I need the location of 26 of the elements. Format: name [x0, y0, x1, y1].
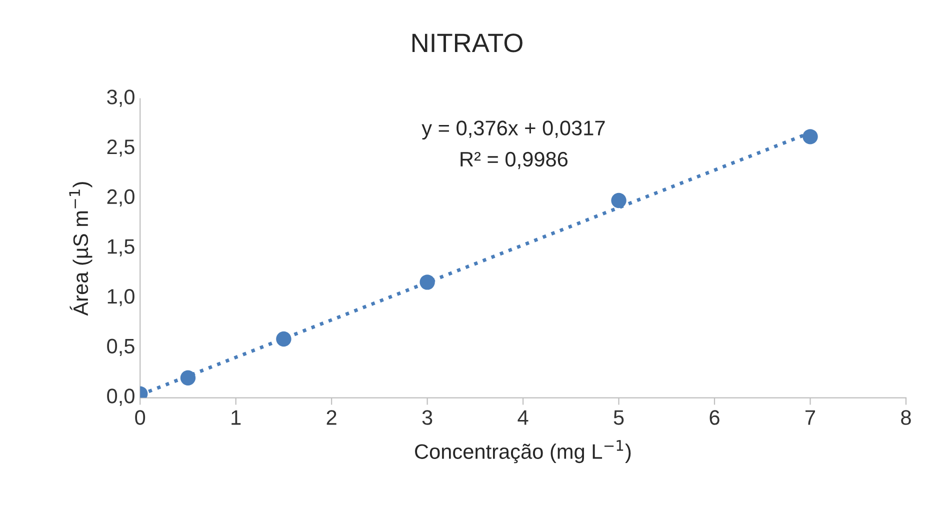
x-tick-label: 6: [710, 410, 720, 425]
chart-title: NITRATO: [412, 34, 522, 52]
y-tick-label: 0,0: [107, 388, 134, 406]
x-axis-title: Concentração (mg L$^{−1}$): [415, 440, 631, 464]
y-tick-label: 3,0: [107, 90, 134, 107]
y-tick-label: 1,0: [108, 288, 134, 306]
point: [802, 129, 818, 144]
y-tick-label: 2,5: [107, 139, 134, 157]
x-tick-label: 0: [135, 410, 146, 425]
point: [180, 370, 196, 386]
point: [420, 274, 435, 290]
annotation: y = 0,376x + 0,0317: [422, 120, 605, 140]
y-axis-title: Área (µS m$^{−1}$): [69, 182, 92, 316]
point: [276, 331, 292, 347]
x-tick-label: 2: [326, 410, 336, 425]
point: [611, 192, 626, 208]
y-tick-label: 2,0: [107, 189, 134, 207]
x-tick-label: 5: [614, 410, 624, 425]
x-tick-label: 3: [422, 410, 432, 425]
y-tick-label: 1,5: [108, 239, 134, 256]
y-tick-label: 0,5: [107, 338, 134, 356]
x-tick-label: 8: [901, 410, 911, 425]
x-tick-label: 1: [232, 410, 241, 425]
x-tick-label: 4: [518, 410, 528, 425]
annotation: R² = 0,9986: [460, 152, 568, 170]
x-tick-label: 7: [806, 410, 815, 425]
